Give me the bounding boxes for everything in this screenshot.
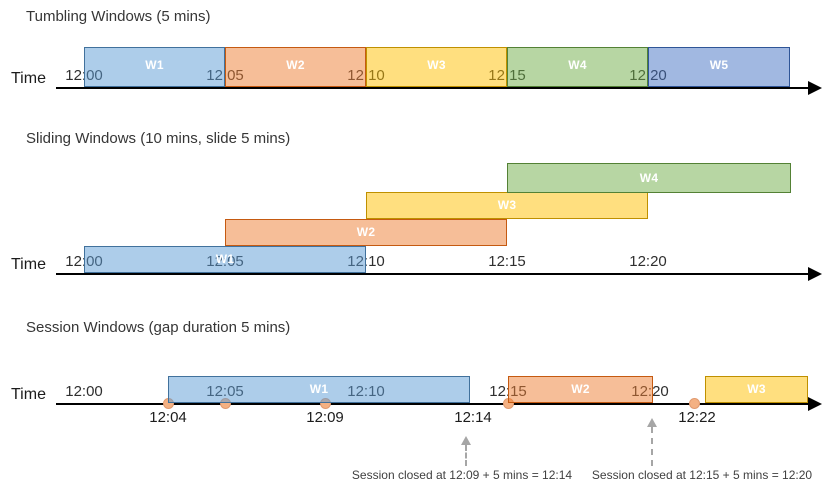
section-title-tumbling: Tumbling Windows (5 mins)	[26, 8, 211, 25]
dashed-arrowhead-up-icon	[461, 436, 471, 445]
window-label: W4	[639, 171, 659, 185]
axis-arrowhead-icon	[808, 81, 822, 95]
window-label: W3	[747, 382, 766, 396]
event-time-label: 12:09	[306, 409, 344, 426]
time-axis-label: Time	[11, 256, 46, 273]
tick-label: 12:15	[488, 253, 526, 270]
session-closed-annotation: Session closed at 12:15 + 5 mins = 12:20	[591, 468, 813, 482]
window-label: W4	[568, 58, 587, 72]
event-dot	[689, 398, 700, 409]
session-closed-annotation: Session closed at 12:09 + 5 mins = 12:14	[351, 468, 573, 482]
window-label: W2	[286, 58, 305, 72]
window-box-w2: W2	[508, 376, 653, 403]
section-title-session: Session Windows (gap duration 5 mins)	[26, 319, 291, 336]
window-box-w1: W1	[84, 246, 366, 273]
window-label: W2	[571, 382, 590, 396]
window-box-w2: W2	[225, 219, 507, 246]
window-label: W5	[709, 58, 729, 72]
axis-arrowhead-icon	[808, 397, 822, 411]
tick-label: 12:20	[629, 253, 667, 270]
axis-arrowhead-icon	[808, 267, 822, 281]
window-box-w4: W4	[507, 47, 648, 87]
window-label: W2	[356, 225, 376, 239]
window-label: W1	[145, 58, 164, 72]
dashed-arrow-line	[651, 427, 653, 466]
time-axis-label: Time	[11, 70, 46, 87]
window-box-w3: W3	[366, 192, 648, 219]
window-label: W3	[427, 58, 446, 72]
window-box-w4: W4	[507, 163, 791, 193]
window-label: W1	[309, 382, 329, 396]
window-label: W3	[497, 198, 517, 212]
tick-label: 12:00	[65, 383, 103, 400]
window-box-w2: W2	[225, 47, 366, 87]
section-title-sliding: Sliding Windows (10 mins, slide 5 mins)	[26, 130, 291, 147]
time-axis-label: Time	[11, 386, 46, 403]
window-box-w1: W1	[168, 376, 470, 403]
window-label: W1	[215, 252, 235, 266]
window-box-w1: W1	[84, 47, 225, 87]
event-time-label: 12:14	[454, 409, 492, 426]
time-axis-line	[56, 273, 812, 275]
dashed-arrowhead-up-icon	[647, 418, 657, 427]
event-time-label: 12:22	[678, 409, 716, 426]
window-box-w3: W3	[366, 47, 507, 87]
window-box-w3: W3	[705, 376, 808, 403]
event-time-label: 12:04	[149, 409, 187, 426]
dashed-arrow-line	[465, 445, 467, 466]
window-box-w5: W5	[648, 47, 790, 87]
time-axis-line	[56, 403, 812, 405]
time-axis-line	[56, 87, 812, 89]
